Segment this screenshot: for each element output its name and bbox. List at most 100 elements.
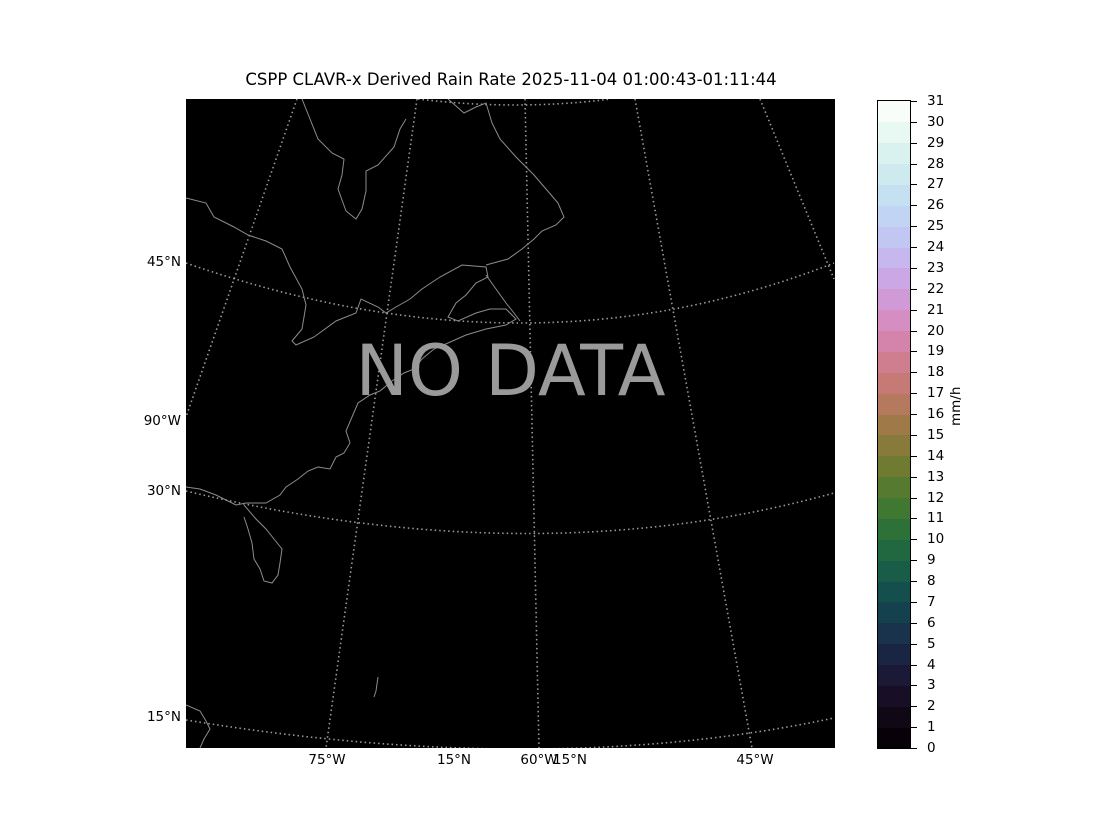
colorbar-bin [878, 351, 910, 373]
colorbar-tick-label: 14 [927, 447, 945, 464]
lat-label-15n-bottom-2: 15°N [552, 752, 588, 768]
lon-label-45w: 45°W [736, 752, 774, 768]
colorbar-tick-mark [911, 288, 917, 290]
colorbar-tick-mark [911, 184, 917, 186]
lat-label-30n: 30°N [146, 483, 181, 499]
colorbar-tick-mark [911, 267, 917, 269]
colorbar-bin [878, 706, 910, 728]
colorbar-bin [878, 622, 910, 645]
plot-title: CSPP CLAVR-x Derived Rain Rate 2025-11-0… [245, 70, 777, 89]
colorbar-tick-label: 21 [927, 301, 945, 318]
colorbar-tick-mark [911, 476, 917, 478]
colorbar-bin [878, 226, 910, 248]
colorbar-bin [878, 727, 910, 749]
colorbar-tick-label: 4 [927, 656, 936, 673]
coastline-bermuda-island [373, 676, 379, 698]
meridian-60w [524, 99, 540, 748]
meridian-45w [634, 99, 753, 748]
colorbar-bin [878, 101, 910, 123]
colorbar-tick-mark [911, 581, 917, 583]
colorbar-tick-label: 6 [927, 614, 936, 631]
graticule [186, 99, 835, 748]
colorbar-tick-label: 15 [927, 426, 945, 443]
colorbar-tick-mark [911, 393, 917, 395]
colorbar-bin [878, 601, 910, 624]
colorbar-tick-label: 29 [927, 134, 945, 151]
coastline-hudson-bay [301, 99, 407, 220]
colorbar-tick-label: 23 [927, 259, 945, 276]
parallel-60n [417, 99, 612, 106]
meridian-75w [325, 99, 418, 748]
colorbar-bin [878, 455, 910, 478]
parallel-15n [186, 717, 835, 748]
colorbar-tick-label: 18 [927, 364, 945, 381]
colorbar-bin [878, 372, 910, 394]
colorbar-tick-label: 8 [927, 573, 936, 590]
coastlines [186, 99, 565, 748]
colorbar-tick-label: 1 [927, 719, 936, 736]
colorbar-bin [878, 539, 910, 561]
colorbar-tick-label: 0 [927, 740, 936, 756]
lon-label-60w: 60°W [520, 752, 558, 768]
colorbar-tick-mark [911, 560, 917, 562]
colorbar-tick-mark [911, 497, 917, 499]
meridian-30w [759, 99, 835, 280]
colorbar-tick-mark [911, 121, 917, 123]
colorbar-tick-label: 22 [927, 280, 945, 297]
colorbar-tick-label: 2 [927, 698, 936, 715]
colorbar-tick-label: 20 [927, 322, 945, 339]
colorbar-bin [878, 247, 910, 269]
colorbar-bin [878, 518, 910, 540]
colorbar-tick-mark [911, 748, 917, 749]
colorbar-bin [878, 434, 910, 457]
lat-label-15n-bottom: 15°N [436, 752, 472, 768]
coastline-labrador [447, 99, 565, 266]
colorbar-bin [878, 393, 910, 415]
lon-label-75w: 75°W [308, 752, 346, 768]
colorbar-bin [878, 205, 910, 227]
colorbar-bin [878, 560, 910, 582]
colorbar-tick-mark [911, 351, 917, 353]
colorbar-tick-mark [911, 163, 917, 165]
colorbar-tick-label: 24 [927, 239, 945, 256]
colorbar-tick-label: 5 [927, 635, 936, 652]
colorbar-bin [878, 267, 910, 290]
colorbar-tick-mark [911, 622, 917, 624]
colorbar-tick-label: 30 [927, 113, 945, 130]
colorbar-tick-label: 3 [927, 677, 936, 694]
lat-label-45n: 45°N [146, 254, 181, 270]
colorbar-tick-mark [911, 643, 917, 645]
colorbar-tick-mark [911, 727, 917, 729]
coastline-nova-scotia [485, 274, 521, 322]
map-panel [186, 99, 835, 748]
colorbar-bin [878, 664, 910, 686]
colorbar-tick-label: 13 [927, 468, 945, 485]
colorbar-tick-label: 26 [927, 197, 945, 214]
colorbar-tick-mark [911, 434, 917, 436]
colorbar-tick-label: 28 [927, 155, 945, 172]
colorbar-tick-mark [911, 309, 917, 311]
lat-label-15n: 15°N [146, 709, 181, 725]
colorbar-bin [878, 497, 910, 519]
lon-label-90w: 90°W [143, 413, 181, 429]
colorbar-tick-mark [911, 414, 917, 416]
colorbar-bin [878, 414, 910, 436]
colorbar-bin [878, 643, 910, 665]
colorbar-tick-label: 12 [927, 489, 945, 506]
colorbar-bin [878, 142, 910, 165]
parallel-30n [186, 490, 835, 535]
colorbar-tick-mark [911, 706, 917, 708]
colorbar-bin [878, 581, 910, 603]
colorbar-bin [878, 330, 910, 352]
colorbar-tick-mark [911, 142, 917, 144]
map-background [186, 99, 835, 748]
colorbar-bin [878, 288, 910, 311]
colorbar-bin [878, 309, 910, 332]
colorbar-tick-label: 16 [927, 406, 945, 423]
colorbar-tick-mark [911, 372, 917, 374]
colorbar-bin [878, 163, 910, 185]
colorbar-bin [878, 121, 910, 144]
colorbar-tick-label: 9 [927, 552, 936, 569]
colorbar-tick-label: 19 [927, 343, 945, 360]
